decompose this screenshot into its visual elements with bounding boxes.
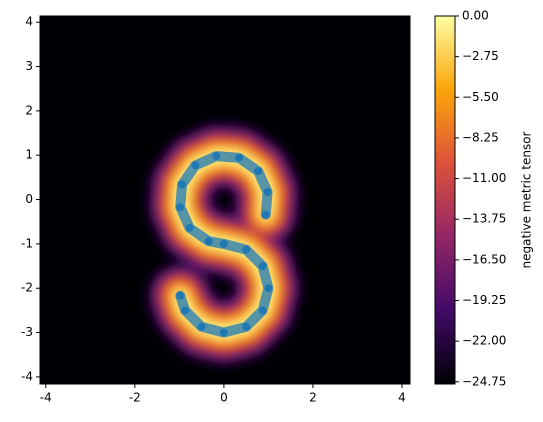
colorbar-tick-label: −11.00	[462, 171, 506, 185]
scatter-point	[242, 322, 251, 331]
colorbar-label: negative metric tensor	[520, 131, 534, 268]
scatter-point	[258, 306, 267, 315]
scatter-point	[176, 203, 185, 212]
y-tick-label: 0	[25, 192, 33, 206]
scatter-point	[263, 188, 272, 197]
x-tick-label: 2	[309, 391, 317, 405]
colorbar-tick-label: −5.50	[462, 90, 499, 104]
scatter-point	[254, 167, 263, 176]
scatter-point	[219, 328, 228, 337]
scatter-point	[219, 239, 228, 248]
x-tick-label: -2	[129, 391, 141, 405]
scatter-point	[235, 153, 244, 162]
colorbar-tick-label: −2.75	[462, 49, 499, 63]
density-field	[149, 125, 300, 364]
y-tick-label: -4	[21, 369, 33, 383]
colorbar-tick-label: −16.50	[462, 252, 506, 266]
y-tick-label: -3	[21, 325, 33, 339]
colorbar-tick-label: −8.25	[462, 130, 499, 144]
y-tick-label: -2	[21, 281, 33, 295]
scatter-point	[242, 245, 251, 254]
scatter-point	[181, 306, 190, 315]
x-tick-label: 0	[220, 391, 228, 405]
y-tick-label: 3	[25, 59, 33, 73]
scatter-point	[204, 237, 213, 246]
y-tick-label: 4	[25, 15, 33, 29]
scatter-point	[178, 180, 187, 189]
colorbar-tick-label: −19.25	[462, 293, 506, 307]
scatter-point	[197, 322, 206, 331]
scatter-point	[258, 262, 267, 271]
colorbar-tick-label: 0.00	[462, 9, 489, 23]
colorbar-tick-label: −24.75	[462, 374, 506, 388]
scatter-point	[212, 152, 221, 161]
colorbar	[434, 15, 456, 385]
scatter-point	[185, 223, 194, 232]
colorbar-tick-label: −13.75	[462, 212, 506, 226]
y-tick-label: 2	[25, 103, 33, 117]
scatter-point	[176, 291, 185, 300]
x-tick-label: 4	[398, 391, 406, 405]
x-tick-label: -4	[40, 391, 52, 405]
y-tick-label: 1	[25, 148, 33, 162]
colorbar-tick-label: −22.00	[462, 334, 506, 348]
scatter-point	[261, 210, 270, 219]
scatter-point	[264, 284, 273, 293]
scatter-point	[191, 161, 200, 170]
y-tick-label: -1	[21, 236, 33, 250]
